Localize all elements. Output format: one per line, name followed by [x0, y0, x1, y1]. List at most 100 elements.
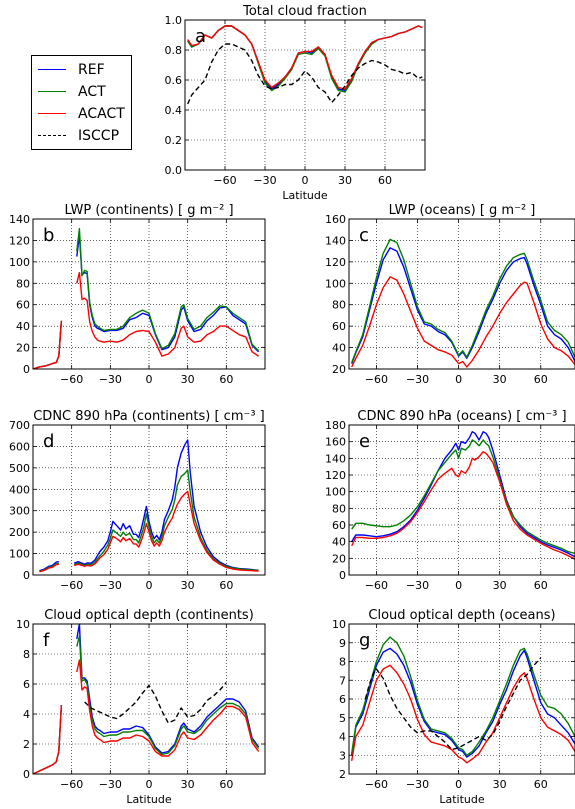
series-group — [33, 624, 260, 774]
x-axis-label: Latitude — [126, 793, 172, 806]
legend-swatch-ref — [38, 69, 66, 70]
panel-f: −60 −30 0 30 60 0 2 4 6 8 10 Cloud optical depth (c… — [16, 608, 266, 806]
series-line-acact — [351, 664, 575, 764]
y-tick-label: 0.2 — [165, 134, 183, 147]
y-tick-label: 140 — [325, 452, 346, 465]
panel-g: −60 −30 0 30 60 2 3 4 5 6 7 8 9 10 Cloud optical depth… — [332, 608, 575, 806]
panel-title: LWP (continents) [ g m⁻² ] — [64, 203, 233, 218]
y-tick-label: 80 — [16, 277, 30, 290]
panel-letter: g — [359, 630, 370, 651]
series-group — [351, 636, 575, 764]
series-line-acact — [351, 276, 575, 368]
x-tick-label: 0 — [455, 373, 462, 386]
x-tick-label: −60 — [365, 579, 388, 592]
panel-b: −60 −30 0 30 60 0 20 40 60 80 100 120 140 LWP (contin… — [9, 203, 266, 386]
panel-title: Total cloud fraction — [242, 4, 367, 19]
y-tick-label: 140 — [325, 234, 346, 247]
legend: REF ACT ACACT ISCCP — [31, 55, 132, 150]
y-tick-label: 2 — [339, 768, 346, 781]
legend-label: ISCCP — [78, 128, 120, 144]
x-tick-label: −30 — [99, 373, 122, 386]
y-tick-label: 80 — [332, 299, 346, 312]
y-tick-label: 8 — [23, 648, 30, 661]
x-tick-label: 0 — [302, 174, 309, 187]
x-axis-label: Latitude — [282, 189, 328, 202]
legend-swatch-isccp — [38, 135, 66, 136]
y-tick-label: 60 — [332, 519, 346, 532]
y-tick-label: 120 — [9, 234, 30, 247]
x-tick-label: 60 — [378, 174, 392, 187]
y-tick-label: 100 — [9, 256, 30, 269]
x-tick-label: −30 — [406, 579, 429, 592]
x-tick-label: 0 — [455, 778, 462, 791]
series-line-acact — [39, 490, 259, 573]
series-line-act — [351, 238, 575, 363]
series-line-acact — [33, 271, 259, 369]
x-tick-label: 30 — [493, 778, 507, 791]
series-group — [187, 25, 423, 105]
series-group — [351, 238, 575, 368]
y-tick-label: 100 — [9, 548, 30, 561]
y-tick-label: 0 — [339, 569, 346, 582]
y-tick-label: 400 — [9, 483, 30, 496]
panel-title: LWP (oceans) [ g m⁻² ] — [389, 203, 536, 218]
panel-letter: e — [359, 431, 370, 452]
series-line-act — [33, 227, 260, 369]
y-tick-label: 0.0 — [165, 164, 183, 177]
panel-letter: a — [195, 26, 206, 47]
y-tick-label: 0.4 — [165, 104, 183, 117]
x-tick-label: −60 — [365, 373, 388, 386]
series-line-isccp — [84, 682, 227, 724]
y-tick-label: 100 — [325, 486, 346, 499]
y-tick-label: 40 — [332, 536, 346, 549]
x-tick-label: −30 — [406, 778, 429, 791]
y-tick-label: 60 — [16, 299, 30, 312]
x-tick-label: 60 — [534, 373, 548, 386]
x-tick-label: 60 — [219, 778, 233, 791]
panel-e: −60 −30 0 30 60 0 20 40 60 80 100 120 140 160 180 CDNC … — [325, 409, 575, 592]
y-tick-label: 700 — [9, 419, 30, 432]
y-tick-label: 0 — [23, 569, 30, 582]
panel-title: CDNC 890 hPa (oceans) [ cm⁻³ ] — [357, 409, 566, 424]
x-tick-label: −60 — [60, 778, 83, 791]
y-tick-label: 160 — [325, 436, 346, 449]
series-line-acact — [33, 659, 260, 774]
y-tick-label: 6 — [23, 678, 30, 691]
y-tick-label: 120 — [325, 256, 346, 269]
panel-a: −60 −30 0 30 60 0.0 0.2 0.4 0.6 0.8 1.0 Total cloud… — [165, 4, 426, 202]
panel-letter: f — [43, 630, 50, 651]
y-tick-label: 10 — [332, 618, 346, 631]
y-tick-label: 20 — [16, 342, 30, 355]
y-tick-label: 40 — [16, 320, 30, 333]
series-line-ref — [351, 431, 575, 558]
x-tick-label: 60 — [219, 579, 233, 592]
y-tick-label: 0.6 — [165, 74, 183, 87]
y-tick-label: 7 — [339, 674, 346, 687]
y-tick-label: 10 — [16, 618, 30, 631]
y-tick-label: 20 — [332, 552, 346, 565]
x-tick-label: −30 — [99, 778, 122, 791]
y-tick-label: 40 — [332, 342, 346, 355]
y-tick-label: 80 — [332, 502, 346, 515]
panel-title: Cloud optical depth (oceans) — [368, 608, 555, 623]
x-tick-label: 0 — [146, 373, 153, 386]
x-tick-label: 60 — [534, 778, 548, 791]
y-tick-label: 300 — [9, 505, 30, 518]
y-tick-label: 0 — [23, 768, 30, 781]
x-tick-label: 0 — [146, 579, 153, 592]
series-line-isccp — [364, 657, 542, 751]
y-tick-label: 0 — [23, 363, 30, 376]
y-tick-label: 0.8 — [165, 44, 183, 57]
x-tick-label: 60 — [219, 373, 233, 386]
x-tick-label: −60 — [60, 579, 83, 592]
panel-c: −60 −30 0 30 60 20 40 60 80 100 120 140 160 LWP (ocea… — [325, 203, 575, 386]
y-tick-label: 180 — [325, 419, 346, 432]
series-group — [39, 439, 259, 573]
y-tick-label: 20 — [332, 363, 346, 376]
x-tick-label: 0 — [455, 579, 462, 592]
x-tick-label: 30 — [181, 373, 195, 386]
series-line-acact — [187, 25, 423, 90]
panel-letter: c — [359, 225, 369, 246]
